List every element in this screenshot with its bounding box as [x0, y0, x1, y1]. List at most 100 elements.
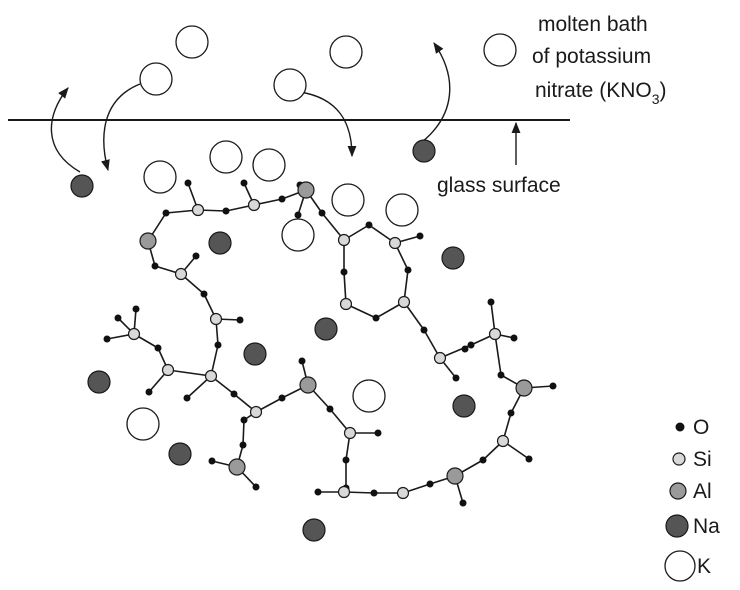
oxygen-atom: [222, 207, 230, 215]
potassium-ion: [329, 35, 363, 69]
k-in-arrow-left: [101, 83, 141, 172]
potassium-ion: [143, 160, 177, 194]
potassium-ion: [331, 183, 365, 217]
potassium-ion: [352, 379, 386, 413]
oxygen-atom: [452, 374, 460, 382]
sodium-ion: [70, 174, 94, 198]
legend-label-o: O: [693, 416, 709, 439]
silicon-atom: [339, 297, 353, 311]
oxygen-atom: [314, 488, 322, 496]
oxygen-atom: [426, 480, 434, 488]
oxygen-atom: [467, 341, 475, 349]
oxygen-atom: [114, 314, 122, 322]
aluminum-atom: [297, 181, 315, 199]
sodium-ion: [302, 518, 326, 542]
bond-line: [494, 333, 502, 376]
oxygen-atom: [479, 456, 487, 464]
oxygen-atom: [240, 179, 248, 187]
silicon-atom: [343, 426, 357, 440]
sodium-ion: [412, 139, 436, 163]
potassium-ion: [175, 25, 209, 59]
oxygen-atom: [487, 298, 495, 306]
aluminum-atom: [299, 376, 317, 394]
oxygen-atom: [103, 335, 111, 343]
legend: O Si Al Na K: [664, 416, 720, 582]
sodium-ion: [441, 246, 465, 270]
oxygen-atom: [151, 262, 159, 270]
oxygen-atom: [278, 394, 286, 402]
silicon-atom: [337, 485, 351, 499]
oxygen-atom: [340, 268, 348, 276]
oxygen-atom: [192, 252, 200, 260]
silicon-atom: [247, 198, 261, 212]
oxygen-atom: [208, 457, 216, 465]
sodium-ion: [168, 442, 192, 466]
sodium-ion: [452, 394, 476, 418]
oxygen-atom: [145, 388, 153, 396]
silicon-atom: [161, 363, 175, 377]
na-out-arrow-left: [50, 87, 81, 173]
potassium-ion: [209, 140, 243, 174]
legend-potassium-icon: [664, 550, 696, 582]
silicon-atom: [127, 327, 141, 341]
potassium-ion: [385, 193, 419, 227]
oxygen-atom: [420, 326, 428, 334]
oxygen-atom: [252, 483, 260, 491]
oxygen-atom: [342, 456, 350, 464]
oxygen-atom: [326, 405, 334, 413]
legend-oxygen-icon: [675, 422, 685, 432]
bath-label-prefix: nitrate (KNO: [535, 79, 652, 102]
oxygen-atom: [132, 305, 140, 313]
oxygen-atom: [183, 394, 191, 402]
bath-label-subscript: 3: [652, 91, 660, 107]
legend-label-al: Al: [693, 480, 712, 503]
potassium-ion: [139, 62, 173, 96]
silicon-atom: [204, 369, 218, 383]
oxygen-atom: [507, 409, 515, 417]
oxygen-atom: [239, 441, 247, 449]
legend-label-na: Na: [693, 515, 720, 538]
oxygen-atom: [461, 345, 469, 353]
bond-line: [242, 419, 245, 446]
potassium-ion: [273, 68, 307, 102]
legend-aluminum-icon: [669, 482, 687, 500]
oxygen-atom: [374, 429, 382, 437]
glass-surface-label: glass surface: [437, 174, 561, 197]
oxygen-atom: [236, 316, 244, 324]
legend-silicon-icon: [672, 452, 686, 466]
potassium-ion: [483, 33, 517, 67]
silicon-atom: [488, 327, 502, 341]
oxygen-atom: [200, 290, 208, 298]
legend-label-k: K: [697, 555, 711, 578]
oxygen-atom: [372, 314, 380, 322]
bath-label-line3: nitrate (KNO3): [535, 79, 667, 107]
silicon-atom: [433, 351, 447, 365]
oxygen-atom: [416, 232, 424, 240]
potassium-ion: [126, 407, 160, 441]
sodium-ion: [243, 342, 267, 366]
aluminum-atom: [139, 232, 157, 250]
oxygen-atom: [370, 489, 378, 497]
oxygen-atom: [184, 179, 192, 187]
oxygen-atom: [459, 499, 467, 507]
oxygen-atom: [240, 416, 248, 424]
sodium-ion: [208, 231, 232, 255]
aluminum-atom: [515, 379, 533, 397]
bath-label-line1: molten bath: [538, 13, 648, 36]
oxygen-atom: [162, 209, 170, 217]
atom-layer: [70, 25, 557, 542]
silicon-atom: [397, 295, 411, 309]
oxygen-atom: [365, 221, 373, 229]
oxygen-atom: [214, 341, 222, 349]
oxygen-atom: [497, 371, 505, 379]
oxygen-atom: [230, 390, 238, 398]
aluminum-atom: [228, 458, 246, 476]
silicon-atom: [396, 486, 410, 500]
silicon-atom: [174, 267, 188, 281]
sodium-ion: [314, 317, 338, 341]
bond-line: [167, 369, 212, 377]
legend-label-si: Si: [693, 448, 712, 471]
bath-label-line2: of potassium: [532, 45, 651, 68]
oxygen-atom: [510, 334, 518, 342]
